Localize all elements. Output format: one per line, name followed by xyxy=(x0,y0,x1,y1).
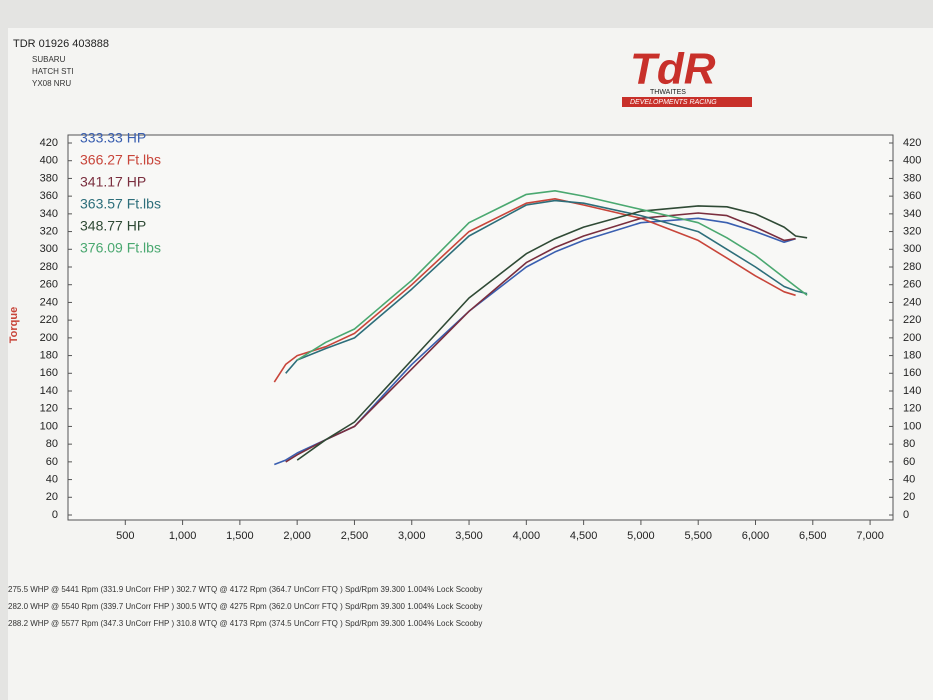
y-tick-label: 340 xyxy=(40,208,58,220)
y-tick-label: 300 xyxy=(40,243,58,255)
series-line xyxy=(296,190,808,361)
x-tick-label: 1,000 xyxy=(169,530,197,542)
logo: TdR THWAITES DEVELOPMENTS RACING xyxy=(622,45,752,107)
x-tick-label: 3,500 xyxy=(455,530,483,542)
y2-tick-label: 380 xyxy=(903,172,921,184)
y-tick-label: 360 xyxy=(40,190,58,202)
y2-tick-label: 320 xyxy=(903,225,921,237)
x-tick-label: 3,000 xyxy=(398,530,426,542)
footer-line: 282.0 WHP @ 5540 Rpm (339.7 UnCorr FHP )… xyxy=(8,602,482,611)
y2-tick-label: 400 xyxy=(903,155,921,167)
y-axis-label: Torque xyxy=(8,307,20,343)
y2-tick-label: 80 xyxy=(903,438,915,450)
y-tick-label: 380 xyxy=(40,172,58,184)
y-tick-label: 420 xyxy=(40,137,58,149)
y-tick-label: 200 xyxy=(40,332,58,344)
y-tick-label: 20 xyxy=(46,491,58,503)
y-tick-label: 220 xyxy=(40,314,58,326)
x-tick-label: 2,500 xyxy=(341,530,369,542)
y2-tick-label: 300 xyxy=(903,243,921,255)
y-tick-label: 240 xyxy=(40,296,58,308)
legend-label: 376.09 Ft.lbs xyxy=(80,240,161,256)
y2-tick-label: 420 xyxy=(903,137,921,149)
x-tick-label: 1,500 xyxy=(226,530,254,542)
x-tick-label: 4,500 xyxy=(570,530,598,542)
y-tick-label: 140 xyxy=(40,385,58,397)
legend-label: 341.17 HP xyxy=(80,174,146,190)
y-tick-label: 280 xyxy=(40,261,58,273)
y2-tick-label: 280 xyxy=(903,261,921,273)
footer-line: 288.2 WHP @ 5577 Rpm (347.3 UnCorr FHP )… xyxy=(8,619,482,628)
y-tick-label: 160 xyxy=(40,367,58,379)
logo-mark: TdR xyxy=(630,45,716,94)
x-tick-label: 2,000 xyxy=(283,530,311,542)
logo-band xyxy=(622,97,752,107)
y2-tick-label: 0 xyxy=(903,509,909,521)
series-line xyxy=(296,205,808,461)
x-tick-label: 7,000 xyxy=(856,530,884,542)
legend-label: 348.77 HP xyxy=(80,218,146,234)
header-line: TDR 01926 403888 xyxy=(13,38,109,50)
y2-tick-label: 140 xyxy=(903,385,921,397)
header-line: SUBARU xyxy=(32,55,66,64)
series-line xyxy=(285,199,808,374)
y2-tick-label: 20 xyxy=(903,491,915,503)
header-line: YX08 NRU xyxy=(32,79,71,88)
y-tick-label: 120 xyxy=(40,403,58,415)
x-tick-label: 4,000 xyxy=(513,530,541,542)
y2-tick-label: 220 xyxy=(903,314,921,326)
y-tick-label: 60 xyxy=(46,456,58,468)
series-line xyxy=(285,212,796,463)
y2-tick-label: 340 xyxy=(903,208,921,220)
y2-tick-label: 200 xyxy=(903,332,921,344)
y2-tick-label: 60 xyxy=(903,456,915,468)
y2-tick-label: 260 xyxy=(903,279,921,291)
header-line: HATCH STI xyxy=(32,67,74,76)
y-tick-label: 40 xyxy=(46,473,58,485)
x-tick-label: 5,500 xyxy=(684,530,712,542)
y-tick-label: 400 xyxy=(40,155,58,167)
plot-frame xyxy=(67,134,894,521)
footer-line: 275.5 WHP @ 5441 Rpm (331.9 UnCorr FHP )… xyxy=(8,585,482,594)
y-tick-label: 80 xyxy=(46,438,58,450)
y-tick-label: 260 xyxy=(40,279,58,291)
y2-tick-label: 100 xyxy=(903,420,921,432)
y-tick-label: 180 xyxy=(40,349,58,361)
x-tick-label: 500 xyxy=(116,530,134,542)
legend-label: 366.27 Ft.lbs xyxy=(80,152,161,168)
y-tick-label: 100 xyxy=(40,420,58,432)
y2-tick-label: 240 xyxy=(903,296,921,308)
y2-tick-label: 360 xyxy=(903,190,921,202)
y-tick-label: 320 xyxy=(40,225,58,237)
legend-label: 363.57 Ft.lbs xyxy=(80,196,161,212)
logo-line: DEVELOPMENTS RACING xyxy=(630,99,717,106)
logo-line: THWAITES xyxy=(650,89,686,96)
x-tick-label: 6,000 xyxy=(742,530,770,542)
y2-tick-label: 180 xyxy=(903,349,921,361)
x-tick-label: 5,000 xyxy=(627,530,655,542)
y2-tick-label: 40 xyxy=(903,473,915,485)
legend-label: 333.33 HP xyxy=(80,130,146,146)
x-tick-label: 6,500 xyxy=(799,530,827,542)
y2-tick-label: 120 xyxy=(903,403,921,415)
y-tick-label: 0 xyxy=(52,509,58,521)
y2-tick-label: 160 xyxy=(903,367,921,379)
